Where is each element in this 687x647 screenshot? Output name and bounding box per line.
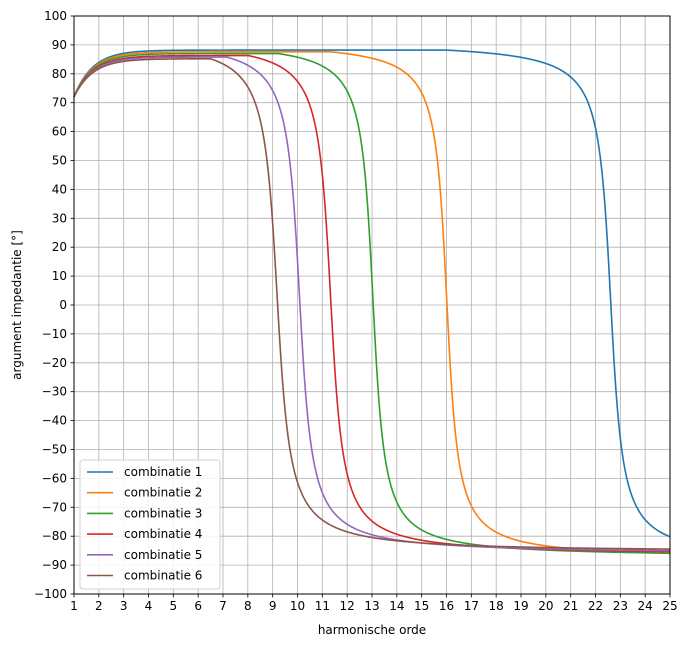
ticks: 1 2 3 4 5 6 7 8 9 10 11 12 13 14 15 16 17 18 19 20 21 22 23 24 2… — [34, 9, 678, 613]
x-axis-label: harmonische orde — [318, 623, 426, 637]
x-tick-label: 4 — [145, 599, 153, 613]
x-tick-label: 6 — [194, 599, 202, 613]
y-tick-label: 30 — [52, 211, 67, 225]
y-tick-label: 20 — [52, 240, 67, 254]
x-tick-label: 15 — [414, 599, 429, 613]
y-tick-label: −50 — [42, 443, 67, 457]
legend-box — [79, 459, 221, 590]
series-group — [73, 49, 671, 555]
y-tick-label: −40 — [42, 414, 67, 428]
y-tick-label: 40 — [52, 182, 67, 196]
y-tick-label: −60 — [42, 471, 67, 485]
legend-label-4: combinatie 4 — [124, 527, 202, 541]
legend-label-5: combinatie 5 — [124, 548, 202, 562]
y-tick-label: 60 — [52, 125, 67, 139]
x-tick-label: 14 — [389, 599, 404, 613]
y-tick-label: −90 — [42, 558, 67, 572]
grid — [73, 15, 671, 595]
y-tick-label: −10 — [42, 327, 67, 341]
legend-label-3: combinatie 3 — [124, 506, 202, 520]
x-tick-label: 23 — [613, 599, 628, 613]
x-tick-label: 20 — [538, 599, 553, 613]
x-tick-label: 9 — [269, 599, 277, 613]
y-tick-label: 70 — [52, 96, 67, 110]
x-tick-label: 10 — [290, 599, 305, 613]
y-tick-label: −70 — [42, 500, 67, 514]
legend-label-2: combinatie 2 — [124, 486, 202, 500]
x-tick-label: 5 — [170, 599, 178, 613]
x-tick-label: 21 — [563, 599, 578, 613]
y-tick-label: 10 — [52, 269, 67, 283]
x-tick-label: 12 — [340, 599, 355, 613]
y-tick-label: 50 — [52, 154, 67, 168]
x-tick-label: 18 — [489, 599, 504, 613]
y-tick-label: −20 — [42, 356, 67, 370]
legend-label-1: combinatie 1 — [124, 465, 202, 479]
series-line-1 — [73, 49, 671, 538]
x-tick-label: 24 — [638, 599, 653, 613]
y-tick-label: −30 — [42, 385, 67, 399]
x-tick-label: 7 — [219, 599, 227, 613]
series-line-5 — [73, 56, 671, 552]
y-tick-label: 0 — [59, 298, 67, 312]
y-tick-label: −80 — [42, 529, 67, 543]
series-line-3 — [73, 52, 671, 554]
x-tick-label: 1 — [70, 599, 78, 613]
y-tick-label: 80 — [52, 67, 67, 81]
y-axis-label: argument impedantie [°] — [10, 230, 24, 380]
x-tick-label: 22 — [588, 599, 603, 613]
legend: combinatie 1 combinatie 2 combinatie 3 comb… — [79, 459, 221, 590]
x-tick-label: 16 — [439, 599, 454, 613]
legend-label-6: combinatie 6 — [124, 569, 202, 583]
series-line-6 — [73, 58, 671, 550]
y-tick-label: 90 — [52, 38, 67, 52]
x-tick-label: 19 — [513, 599, 528, 613]
x-tick-label: 8 — [244, 599, 252, 613]
x-tick-label: 11 — [315, 599, 330, 613]
x-tick-label: 13 — [364, 599, 379, 613]
x-tick-label: 2 — [95, 599, 103, 613]
y-tick-label: 100 — [44, 9, 67, 23]
y-tick-label: −100 — [34, 587, 67, 601]
x-tick-label: 25 — [662, 599, 677, 613]
x-tick-label: 17 — [464, 599, 479, 613]
x-tick-label: 3 — [120, 599, 128, 613]
